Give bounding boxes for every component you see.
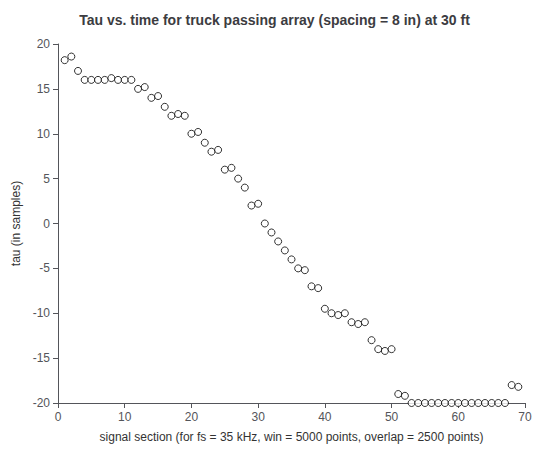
svg-text:60: 60 (452, 410, 466, 424)
svg-text:30: 30 (251, 410, 265, 424)
svg-text:5: 5 (43, 172, 50, 186)
svg-text:0: 0 (43, 217, 50, 231)
svg-text:40: 40 (318, 410, 332, 424)
svg-text:15: 15 (37, 82, 51, 96)
svg-text:50: 50 (385, 410, 399, 424)
svg-text:-20: -20 (33, 396, 51, 410)
svg-text:tau (in samples): tau (in samples) (9, 181, 23, 266)
svg-text:Tau vs. time for truck passing: Tau vs. time for truck passing array (sp… (79, 12, 470, 28)
svg-text:20: 20 (185, 410, 199, 424)
svg-text:70: 70 (518, 410, 532, 424)
svg-text:-15: -15 (33, 351, 51, 365)
svg-text:0: 0 (55, 410, 62, 424)
svg-text:-5: -5 (39, 261, 50, 275)
svg-text:10: 10 (37, 127, 51, 141)
svg-text:10: 10 (118, 410, 132, 424)
svg-text:20: 20 (37, 37, 51, 51)
svg-text:-10: -10 (33, 306, 51, 320)
svg-text:signal section (for fs = 35 kH: signal section (for fs = 35 kHz, win = 5… (100, 430, 484, 444)
